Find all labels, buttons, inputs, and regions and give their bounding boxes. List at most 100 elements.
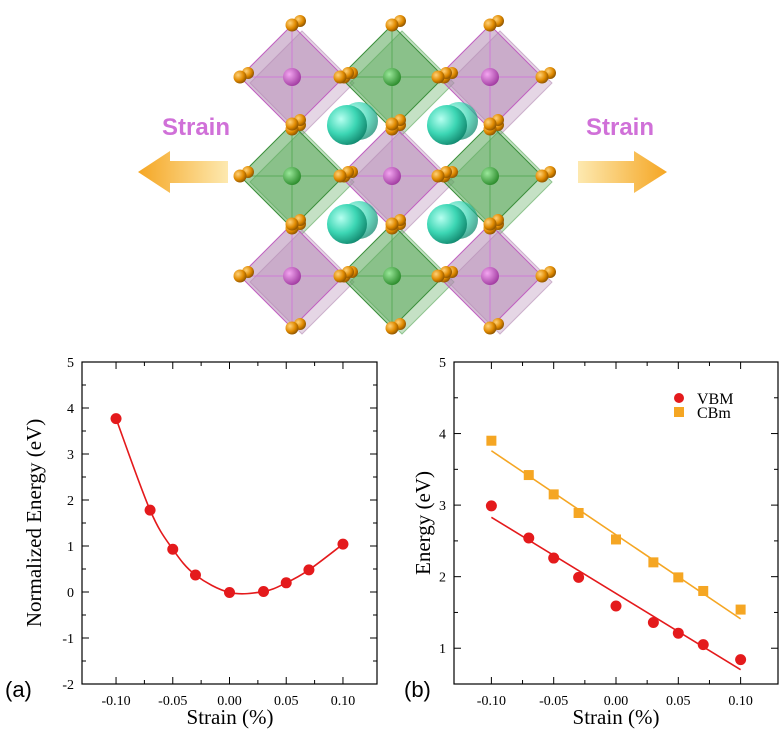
b-site-atom [383,267,401,285]
panel-b-x-axis-title: Strain (%) [573,705,660,729]
b-site-atom [383,167,401,185]
a-site-cation [427,204,467,244]
panel-b-cbm-point [523,470,534,481]
anion-atom [285,321,299,335]
panel-b-x-tick-label: 0.05 [666,694,691,709]
anion-atom [431,70,445,84]
b-site-atom [481,167,499,185]
anion-atom [233,269,247,283]
b-site-atom [283,267,301,285]
anion-atom [483,217,497,231]
panel-b-ticks: -0.10 -0.05 0.00 0.05 0.10 1 2 3 4 5 [439,356,778,709]
a-site-cation [427,105,467,145]
panel-b-cbm-point [648,557,659,568]
anion-atom [431,269,445,283]
panel-b-vbm-point [485,500,497,512]
panel-a-normalized-energy-point [224,586,235,598]
panel-b-x-tick-label: 0.10 [728,694,753,709]
anion-atom [535,70,549,84]
panel-a-normalized-energy-point [110,413,122,425]
a-site-cation [327,204,367,244]
panel-a-frame [81,361,378,685]
panel-b-cbm-point [698,585,709,596]
panel-b-cbm-point [573,507,584,518]
panel-a-normalized-energy-point [337,538,349,550]
panel-b-legend: VBM CBm [674,391,733,422]
panel-b-vbm-point [548,552,560,564]
panel-a-label: (a) [5,677,32,702]
panel-a-y-tick-label: -1 [62,632,74,647]
panel-a-ticks: -0.10 -0.05 0.00 0.05 0.10 -2 -1 0 1 2 3 4 5 [62,356,377,709]
legend-cbm-marker [674,407,684,417]
panel-a-y-tick-label: -2 [62,678,74,693]
panel-b-vbm-point [523,532,535,544]
anion-atom [483,321,497,335]
a-site-cations [327,102,478,244]
strain-label-left: Strain [162,114,230,141]
anion-atom [483,117,497,131]
panel-a-y-tick-label: 3 [67,448,74,463]
anion-atom [431,169,445,183]
panel-a-normalized-energy-point [144,504,156,516]
panel-b-marks [485,435,747,671]
panel-b-cbm-point [735,604,746,615]
anion-atom [333,70,347,84]
panel-b-cbm-point [548,489,559,500]
panel-a-y-tick-label: 5 [67,356,74,371]
panel-b-label: (b) [404,677,431,702]
panel-a-y-tick-label: 0 [67,586,74,601]
b-site-atom [383,68,401,86]
panel-b-chart: -0.10 -0.05 0.00 0.05 0.10 1 2 3 4 5 VBM CBm Stra… [404,356,779,729]
panel-b-vbm-point [735,654,747,666]
panel-b-y-axis-title: Energy (eV) [411,471,435,575]
panel-a-y-axis-title: Normalized Energy (eV) [22,419,46,627]
legend-vbm-marker [674,393,684,403]
panel-a-x-tick-label: 0.10 [331,694,356,709]
strain-arrow-left [138,151,228,193]
panel-b-y-tick-label: 4 [439,428,446,443]
anion-atom [233,169,247,183]
panel-b-cbm-point [486,435,497,446]
b-site-atom [481,68,499,86]
anion-atom [385,321,399,335]
anion-atom [385,18,399,32]
panel-b-vbm-point [573,571,585,583]
panel-a-x-axis-title: Strain (%) [187,705,274,729]
panel-a-y-tick-label: 2 [67,494,74,509]
panel-a-normalized-energy-point [258,586,270,598]
anion-atom [233,70,247,84]
panel-a-normalized-energy-point [167,543,179,555]
strain-label-right: Strain [586,114,654,141]
panel-a-y-tick-label: 4 [67,402,74,417]
panel-b-cbm-point [673,572,684,583]
anion-atom [285,117,299,131]
panel-b-y-tick-label: 3 [439,499,446,514]
panel-b-y-tick-label: 2 [439,571,446,586]
anion-atom [385,117,399,131]
panel-a-x-tick-label: 0.00 [217,694,242,709]
a-site-cation [327,105,367,145]
panel-a-normalized-energy-point [189,569,201,581]
b-site-atom [283,167,301,185]
b-site-atom [481,267,499,285]
panel-b-x-tick-label: 0.00 [604,694,629,709]
panel-b-cbm-point [611,534,621,545]
anion-atom [285,18,299,32]
panel-a-x-tick-label: -0.05 [158,694,187,709]
anion-atom [535,169,549,183]
panel-a-normalized-energy-point [280,577,292,589]
panel-a-x-tick-label: -0.10 [101,694,130,709]
panel-a-y-tick-label: 1 [67,540,74,555]
anion-atom [385,217,399,231]
anion-atom [535,269,549,283]
panel-b-vbm-point [672,627,684,639]
legend-vbm-label: VBM [697,391,733,408]
panel-a-marks [110,413,349,598]
anion-atom [483,18,497,32]
anion-atom [333,269,347,283]
panel-a-x-tick-label: 0.05 [274,694,299,709]
panel-a-normalized-energy-point [303,564,315,576]
perovskite-structure-illustration: Strain Strain [138,15,667,335]
panel-b-vbm-point [647,616,659,628]
